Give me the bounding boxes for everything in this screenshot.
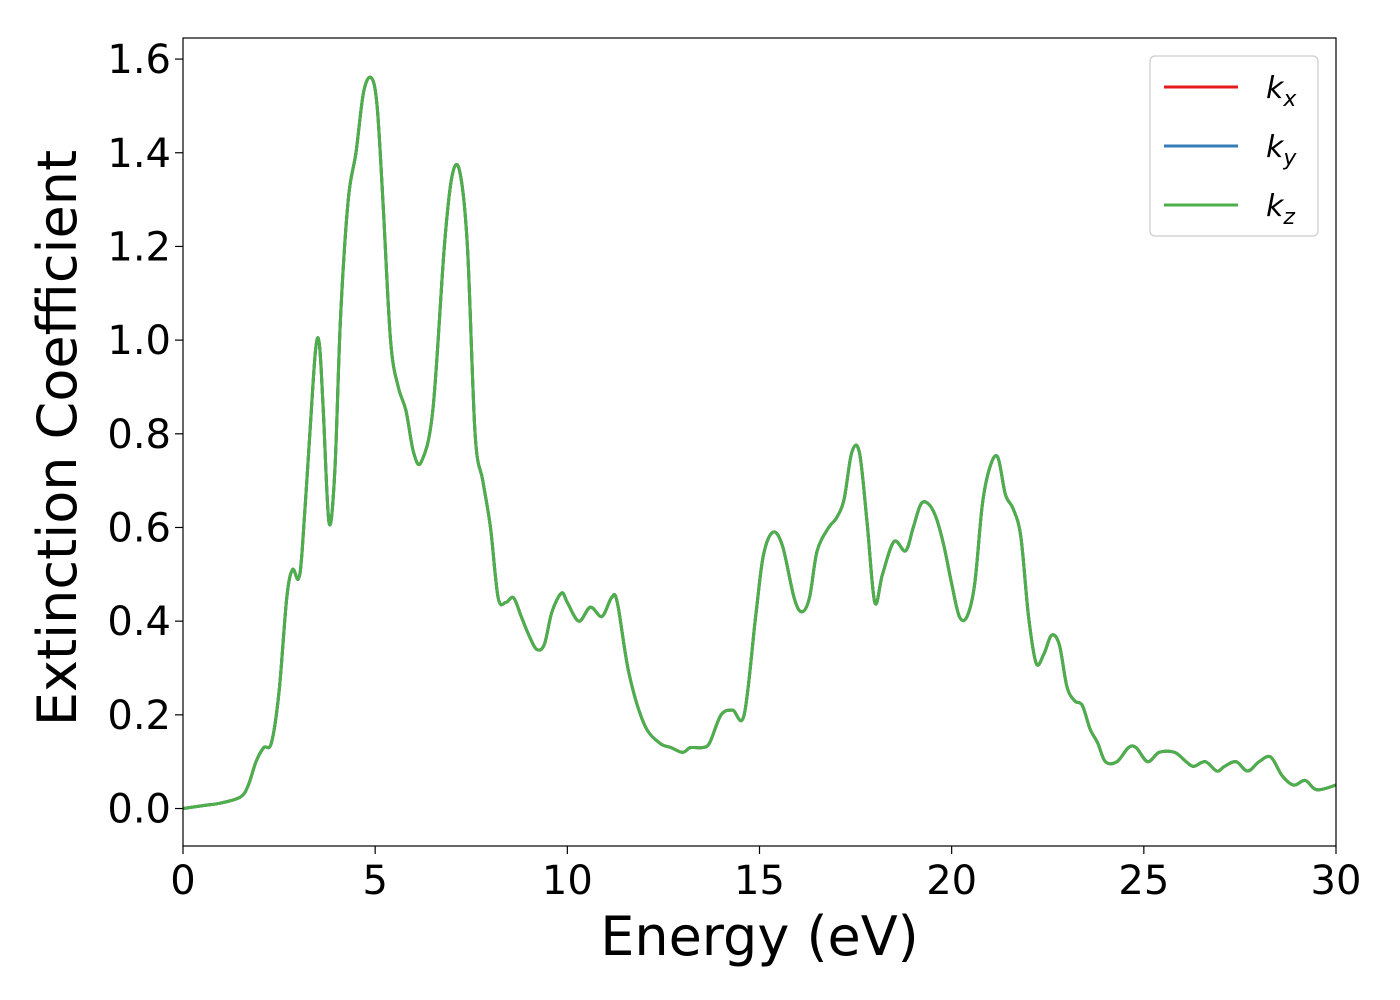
y-tick-label: 1.0 [107, 318, 171, 364]
x-tick-label: 30 [1311, 858, 1362, 904]
y-tick-label: 0.0 [107, 787, 171, 833]
legend-label-x: kx [1266, 71, 1297, 112]
legend: kx ky kz [1149, 55, 1319, 237]
y-tick-label: 0.4 [107, 599, 171, 645]
plot-area [183, 38, 1336, 846]
plot-background [183, 38, 1336, 846]
y-tick-label: 1.6 [107, 37, 171, 83]
y-axis-title: Extinction Coefficient [26, 150, 89, 726]
x-axis-title: Energy (eV) [600, 905, 919, 968]
series-layer [183, 75, 1336, 811]
x-tick-label: 5 [362, 858, 387, 904]
x-tick-label: 0 [170, 858, 195, 904]
series-line-k-z [183, 75, 1336, 811]
x-tick-label: 15 [734, 858, 785, 904]
legend-label-y: ky [1266, 130, 1297, 171]
y-tick-label: 0.6 [107, 505, 171, 551]
y-tick-label: 0.2 [107, 693, 171, 739]
x-tick-label: 20 [926, 858, 977, 904]
x-axis-ticks: 0 5 10 15 20 25 30 [170, 846, 1361, 904]
y-tick-label: 1.4 [107, 131, 171, 177]
y-axis-ticks: 0.0 0.2 0.4 0.6 0.8 1.0 1.2 1.4 1.6 [107, 37, 183, 833]
x-tick-label: 10 [542, 858, 593, 904]
y-tick-label: 0.8 [107, 412, 171, 458]
legend-label-z: kz [1266, 189, 1295, 230]
x-tick-label: 25 [1118, 858, 1169, 904]
y-tick-label: 1.2 [107, 224, 171, 270]
